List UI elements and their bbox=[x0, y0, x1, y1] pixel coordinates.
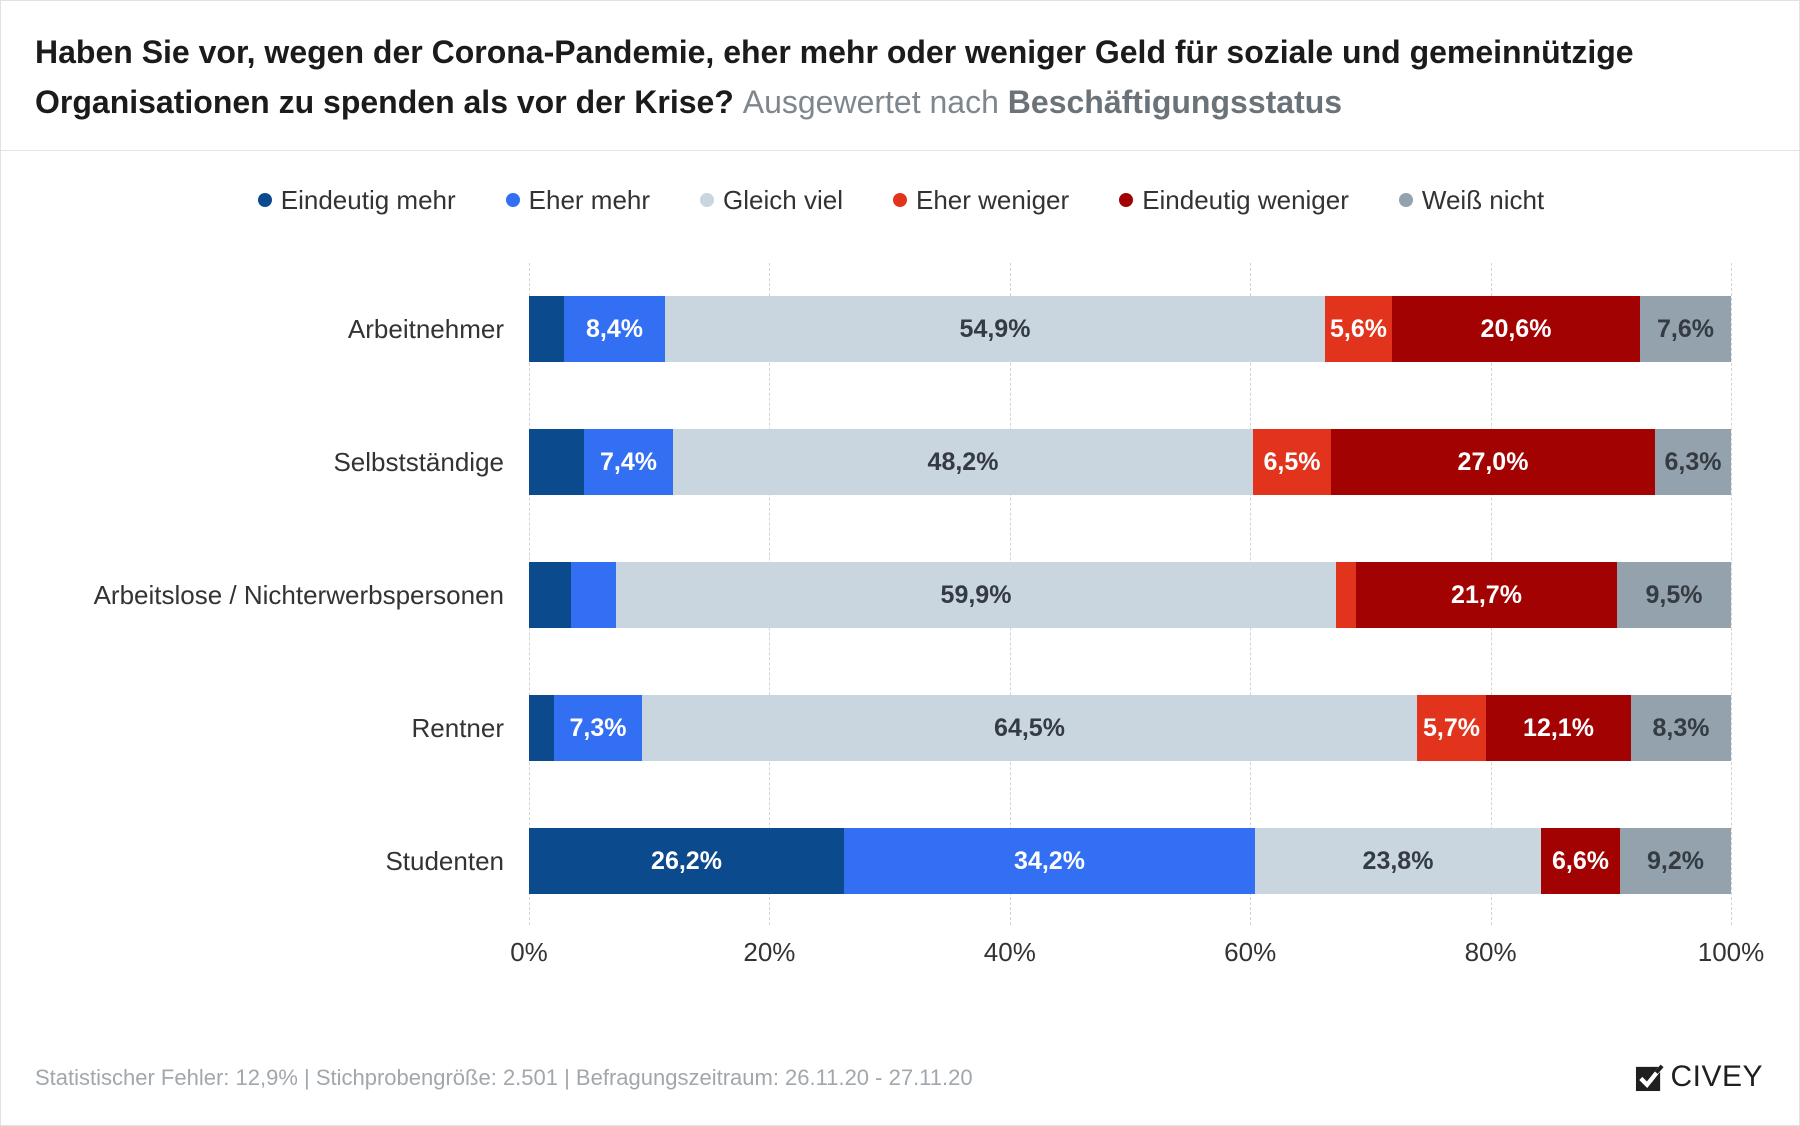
bar-segment: 21,7% bbox=[1356, 562, 1617, 628]
data-label: 21,7% bbox=[1451, 580, 1522, 609]
civey-check-icon bbox=[1635, 1063, 1665, 1092]
x-tick-label: 60% bbox=[1224, 937, 1277, 967]
data-label: 59,9% bbox=[940, 580, 1012, 609]
bar-segment: 59,9% bbox=[616, 562, 1336, 628]
data-label: 26,2% bbox=[651, 846, 722, 875]
bar-row: Arbeitslose / Nichterwerbspersonen 59,9% 2… bbox=[94, 562, 1731, 628]
legend-swatch bbox=[892, 193, 907, 207]
subtitle-emphasis: Beschäftigungsstatus bbox=[1007, 84, 1343, 120]
bar-segment bbox=[529, 562, 571, 628]
legend-label: Eher weniger bbox=[915, 184, 1070, 215]
legend-swatch bbox=[1398, 193, 1413, 207]
bar-segment: 5,7% bbox=[1417, 695, 1486, 761]
bar-segment: 20,6% bbox=[1392, 296, 1640, 362]
bar-row: Studenten 26,2% 34,2% 23,8% 6,6% 9,2% bbox=[385, 828, 1731, 894]
bar-segment: 54,9% bbox=[665, 296, 1325, 362]
bar-segment: 64,5% bbox=[642, 695, 1417, 761]
chart-title: Haben Sie vor, wegen der Corona-Pandemie… bbox=[35, 27, 1755, 127]
bar-segment: 5,6% bbox=[1325, 296, 1392, 362]
bar-segment: 26,2% bbox=[529, 828, 844, 894]
data-label: 6,5% bbox=[1263, 447, 1321, 476]
data-label: 34,2% bbox=[1014, 846, 1085, 875]
question-text: Haben Sie vor, wegen der Corona-Pandemie… bbox=[35, 34, 1634, 120]
data-label: 23,8% bbox=[1362, 846, 1434, 875]
bar-segment bbox=[1336, 562, 1356, 628]
legend-swatch bbox=[700, 193, 715, 207]
bar-segment: 6,5% bbox=[1253, 429, 1331, 495]
bar-segment: 6,6% bbox=[1541, 828, 1620, 894]
data-label: 54,9% bbox=[959, 314, 1031, 343]
bar-segment: 6,3% bbox=[1655, 429, 1731, 495]
category-label: Studenten bbox=[385, 846, 504, 876]
data-label: 8,3% bbox=[1652, 713, 1710, 742]
subtitle-prefix: Ausgewertet nach bbox=[742, 84, 999, 120]
bar-segment bbox=[529, 429, 584, 495]
data-label: 64,5% bbox=[994, 713, 1065, 742]
data-label: 7,4% bbox=[600, 447, 657, 476]
bar-segment bbox=[529, 695, 554, 761]
legend-item: Eher weniger bbox=[892, 184, 1070, 216]
bar-segment: 8,4% bbox=[564, 296, 665, 362]
data-label: 6,6% bbox=[1552, 846, 1609, 875]
bar-segment: 12,1% bbox=[1486, 695, 1631, 761]
bar-segment: 48,2% bbox=[673, 429, 1253, 495]
header-divider bbox=[1, 150, 1799, 151]
legend-swatch bbox=[1119, 193, 1134, 207]
x-tick-label: 100% bbox=[1697, 937, 1765, 967]
bar-row: Rentner 7,3% 64,5% 5,7% 12,1% 8,3% bbox=[412, 695, 1731, 761]
legend-item: Eindeutig mehr bbox=[257, 184, 456, 216]
bar-row: Selbstständige 7,4% 48,2% 6,5% 27,0% 6,3% bbox=[333, 429, 1731, 495]
bar-segment: 8,3% bbox=[1631, 695, 1731, 761]
data-label: 48,2% bbox=[927, 447, 999, 476]
survey-metadata: Statistischer Fehler: 12,9% | Stichprobe… bbox=[35, 1065, 973, 1090]
bar-row: Arbeitnehmer 8,4% 54,9% 5,6% 20,6% 7,6% bbox=[348, 296, 1731, 362]
x-tick-label: 40% bbox=[983, 937, 1036, 967]
plot-area: 0% 20% 40% 60% 80% 100% Arbeitnehmer 8,4% 54,9% 5… bbox=[94, 263, 1764, 967]
x-tick-label: 80% bbox=[1464, 937, 1517, 967]
bar-segment: 9,2% bbox=[1620, 828, 1731, 894]
legend-label: Gleich viel bbox=[723, 184, 843, 215]
legend-swatch bbox=[505, 193, 520, 207]
legend-item: Weiß nicht bbox=[1398, 184, 1545, 216]
legend-item: Eindeutig weniger bbox=[1119, 185, 1349, 216]
bar-segment: 7,4% bbox=[584, 429, 673, 495]
bar-segment: 34,2% bbox=[844, 828, 1255, 894]
legend-item: Gleich viel bbox=[700, 185, 843, 216]
bar-segment: 27,0% bbox=[1331, 429, 1655, 495]
category-label: Selbstständige bbox=[333, 447, 504, 477]
data-label: 6,3% bbox=[1664, 447, 1722, 476]
bar-segment: 7,6% bbox=[1640, 296, 1731, 362]
x-tick-label: 20% bbox=[743, 937, 796, 967]
bar-segment bbox=[529, 296, 564, 362]
data-label: 9,5% bbox=[1645, 580, 1703, 609]
legend-swatch bbox=[257, 193, 272, 207]
category-label: Rentner bbox=[411, 713, 505, 743]
category-label: Arbeitslose / Nichterwerbspersonen bbox=[93, 580, 504, 610]
bar-segment: 23,8% bbox=[1255, 828, 1541, 894]
legend-label: Eindeutig mehr bbox=[280, 184, 456, 215]
bar-segment: 7,3% bbox=[554, 695, 642, 761]
data-label: 7,6% bbox=[1657, 314, 1714, 343]
data-label: 8,4% bbox=[586, 314, 643, 343]
legend: Eindeutig mehr Eher mehr Gleich viel Eher w… bbox=[1, 183, 1799, 217]
data-label: 5,7% bbox=[1423, 713, 1480, 742]
bar-segment bbox=[571, 562, 616, 628]
legend-item: Eher mehr bbox=[505, 184, 651, 216]
legend-label: Eindeutig weniger bbox=[1142, 184, 1349, 215]
data-label: 27,0% bbox=[1457, 447, 1529, 476]
civey-logo: CIVEY bbox=[1635, 1061, 1763, 1093]
data-label: 20,6% bbox=[1480, 314, 1552, 343]
data-label: 5,6% bbox=[1330, 314, 1387, 343]
legend-label: Weiß nicht bbox=[1421, 184, 1545, 215]
x-tick-label: 0% bbox=[510, 937, 548, 967]
gridline bbox=[1731, 263, 1732, 925]
data-label: 7,3% bbox=[569, 713, 627, 742]
legend-label: Eher mehr bbox=[528, 184, 651, 215]
data-label: 9,2% bbox=[1647, 846, 1704, 875]
bar-segment: 9,5% bbox=[1617, 562, 1731, 628]
category-label: Arbeitnehmer bbox=[347, 314, 504, 344]
data-label: 12,1% bbox=[1523, 713, 1594, 742]
brand-name: CIVEY bbox=[1670, 1060, 1763, 1093]
